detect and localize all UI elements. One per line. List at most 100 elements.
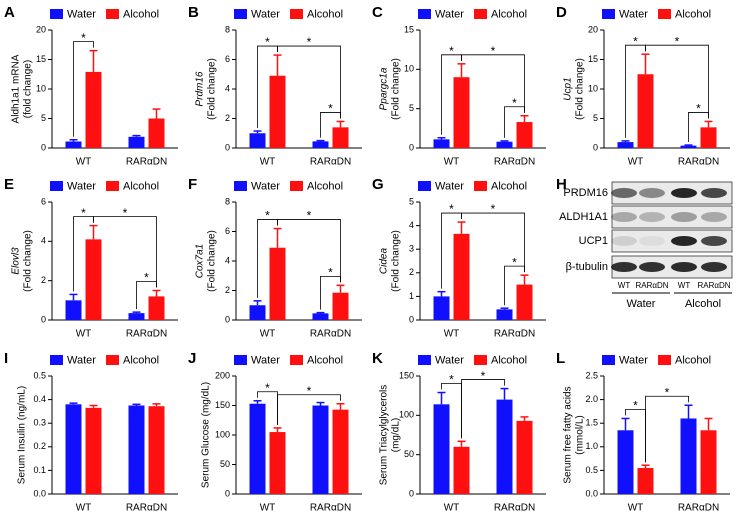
y-tick-label: 200	[215, 370, 230, 380]
y-tick-label: 2.5	[585, 370, 598, 380]
y-axis-label: Serum Triacylglycerols	[379, 385, 390, 486]
y-tick-label: 2	[409, 267, 414, 277]
legend-swatch	[290, 181, 303, 191]
y-tick-label: 150	[399, 370, 414, 380]
y-tick-label: 15	[36, 54, 46, 64]
lane-label: RARαDN	[635, 281, 668, 290]
legend-label: Water	[435, 8, 464, 20]
y-tick-label: 4	[225, 255, 230, 265]
y-tick-label: 2	[41, 275, 46, 285]
lane-label: WT	[618, 281, 631, 290]
legend-swatch	[50, 9, 63, 19]
blot-band	[701, 262, 727, 272]
legend-label: Alcohol	[491, 354, 527, 366]
bar	[617, 430, 634, 494]
y-axis-label: (fold change)	[23, 60, 34, 118]
legend-label: Alcohol	[675, 8, 711, 20]
significance-label: *	[81, 31, 86, 45]
y-axis-label: (Fold change)	[391, 58, 402, 120]
y-tick-label: 0.3	[33, 418, 46, 428]
x-tick-label: WT	[444, 503, 460, 514]
legend-swatch	[658, 355, 671, 365]
bar	[617, 142, 634, 148]
y-axis-label: Aldh1a1 mRNA	[11, 54, 22, 123]
panel-letter: A	[4, 4, 15, 21]
legend-label: Alcohol	[123, 8, 159, 20]
significance-label: *	[328, 266, 333, 280]
x-tick-label: RARαDN	[310, 157, 351, 168]
legend-label: Water	[251, 180, 280, 192]
bar	[433, 296, 450, 320]
bar	[332, 409, 349, 494]
y-tick-label: 10	[588, 83, 598, 93]
y-tick-label: 0.2	[33, 441, 46, 451]
legend-label: Alcohol	[307, 180, 343, 192]
significance-label: *	[144, 271, 149, 285]
blot-band	[701, 212, 727, 222]
significance-label: *	[665, 385, 670, 399]
panel-letter: F	[188, 176, 197, 193]
y-tick-label: 8	[225, 196, 230, 206]
significance-bracket	[461, 379, 505, 439]
y-tick-label: 15	[588, 54, 598, 64]
legend-label: Alcohol	[307, 8, 343, 20]
y-tick-label: 0.5	[585, 465, 598, 475]
significance-label: *	[449, 202, 454, 216]
significance-label: *	[481, 369, 486, 383]
legend-swatch	[106, 181, 119, 191]
x-tick-label: WT	[260, 503, 276, 514]
significance-label: *	[633, 34, 638, 48]
legend-swatch	[474, 181, 487, 191]
legend-label: Alcohol	[675, 354, 711, 366]
bar	[637, 74, 654, 148]
y-tick-label: 1	[409, 291, 414, 301]
significance-label: *	[307, 384, 312, 398]
y-tick-label: 0	[409, 142, 414, 152]
bar	[332, 127, 349, 148]
bar	[249, 403, 266, 494]
blot-band	[639, 212, 665, 222]
legend-label: Water	[251, 354, 280, 366]
bar	[128, 136, 145, 148]
significance-label: *	[123, 206, 128, 220]
significance-label: *	[696, 102, 701, 116]
legend-label: Water	[435, 180, 464, 192]
legend-swatch	[290, 9, 303, 19]
blot-band	[701, 188, 727, 198]
y-tick-label: 0.5	[33, 370, 46, 380]
significance-bracket	[136, 281, 157, 310]
legend-label: Water	[435, 354, 464, 366]
significance-bracket	[93, 216, 157, 288]
y-axis-label: Ppargc1a	[379, 67, 390, 110]
bar	[433, 404, 450, 494]
blot-band	[671, 262, 697, 272]
panel-letter: D	[556, 4, 567, 21]
bar	[148, 118, 165, 148]
y-tick-label: 2.0	[585, 394, 598, 404]
significance-label: *	[265, 35, 270, 49]
y-tick-label: 8	[225, 24, 230, 34]
legend-swatch	[602, 355, 615, 365]
y-axis-label: Cox7a1	[195, 244, 206, 278]
y-tick-label: 2	[225, 285, 230, 295]
group-label: Water	[627, 298, 656, 310]
blot-band	[671, 188, 697, 198]
y-axis-label: (Fold change)	[207, 58, 218, 120]
bar	[85, 239, 102, 320]
y-tick-label: 0	[409, 488, 414, 498]
significance-label: *	[512, 96, 517, 110]
blot-strip	[611, 205, 733, 229]
x-tick-label: RARαDN	[126, 503, 167, 514]
x-tick-label: WT	[76, 329, 92, 340]
bar	[453, 446, 470, 494]
significance-bracket	[277, 45, 341, 119]
bar	[516, 420, 533, 494]
bar	[65, 141, 82, 148]
y-tick-label: 50	[220, 459, 230, 469]
x-tick-label: WT	[444, 157, 460, 168]
bar	[637, 468, 654, 494]
bar	[65, 300, 82, 320]
bar	[249, 305, 266, 320]
protein-label: PRDM16	[563, 187, 608, 199]
